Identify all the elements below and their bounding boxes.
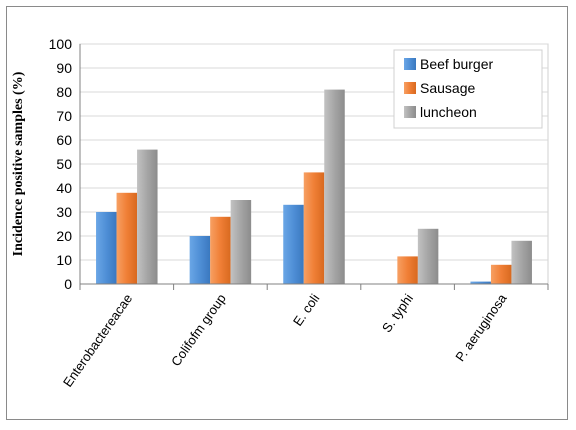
y-tick-label: 20: [56, 228, 72, 244]
legend-swatch: [404, 58, 416, 70]
y-tick-label: 50: [56, 156, 72, 172]
y-tick-label: 60: [56, 132, 72, 148]
y-tick-label: 80: [56, 84, 72, 100]
category-labels: Enterobactereacae Colifofm group E. coli S.…: [60, 290, 510, 389]
legend-box: [393, 49, 543, 129]
category-label: E. coli: [290, 291, 323, 329]
y-tick-label: 90: [56, 60, 72, 76]
bar-beef-burger: [189, 236, 211, 284]
category-label: Colifofm group: [168, 291, 229, 369]
bar-sausage: [116, 192, 138, 284]
category-label: P. aeruginosa: [452, 290, 510, 364]
bar-sausage: [303, 172, 325, 284]
bar-sausage: [210, 216, 231, 284]
bar-luncheon: [417, 228, 439, 284]
bar-beef-burger: [283, 204, 304, 284]
legend-swatch: [404, 106, 416, 118]
bar-luncheon: [137, 149, 158, 284]
y-tick-label: 10: [56, 252, 72, 268]
bar-luncheon: [230, 200, 252, 284]
axes: [79, 44, 549, 290]
bar-sausage: [490, 264, 512, 284]
legend-label: Beef burger: [420, 56, 493, 72]
y-tick-label: 30: [56, 204, 72, 220]
legend: Beef burger Sausage luncheon: [393, 49, 543, 129]
legend-label: Sausage: [420, 80, 475, 96]
y-axis-label: Incidence positive samples (%): [11, 71, 26, 256]
y-tick-labels: 0 10 20 30 40 50 60 70 80 90 100: [49, 36, 73, 292]
y-tick-label: 40: [56, 180, 72, 196]
bar-luncheon: [511, 240, 532, 284]
bar-beef-burger: [470, 281, 491, 284]
y-tick-label: 70: [56, 108, 72, 124]
legend-label: luncheon: [420, 104, 477, 120]
category-label: Enterobactereacae: [60, 291, 135, 390]
y-tick-label: 0: [64, 276, 72, 292]
bar-sausage: [397, 256, 418, 284]
bars: [96, 89, 532, 284]
bar-luncheon: [324, 89, 345, 284]
bar-beef-burger: [96, 212, 117, 284]
legend-swatch: [404, 82, 416, 94]
category-label: S. typhi: [379, 291, 416, 335]
y-tick-label: 100: [49, 36, 73, 52]
